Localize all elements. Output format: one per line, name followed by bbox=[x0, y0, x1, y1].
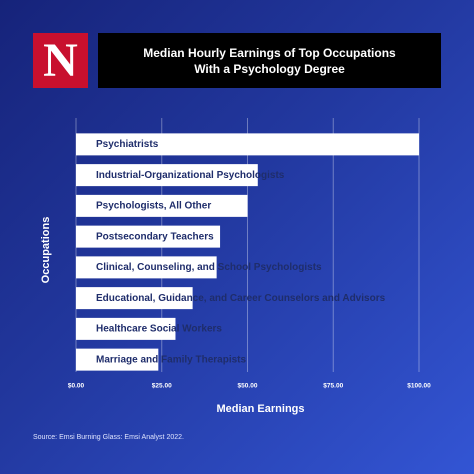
x-tick-label: $50.00 bbox=[238, 383, 258, 390]
bar bbox=[76, 287, 193, 310]
x-tick-label: $0.00 bbox=[68, 383, 85, 390]
chart-title: Median Hourly Earnings of Top Occupation… bbox=[98, 33, 441, 88]
bar bbox=[76, 317, 176, 340]
x-axis-label: Median Earnings bbox=[216, 403, 304, 415]
bar bbox=[76, 225, 221, 248]
x-tick-label: $75.00 bbox=[323, 383, 343, 390]
y-axis-label: Occupations bbox=[40, 217, 52, 284]
bar-label: Industrial-Organizational Psychologists bbox=[96, 170, 285, 181]
bar-label: Healthcare Social Workers bbox=[96, 324, 222, 335]
bar bbox=[76, 256, 217, 279]
bar bbox=[76, 194, 248, 217]
x-tick-label: $100.00 bbox=[407, 383, 431, 390]
bar-label: Postsecondary Teachers bbox=[96, 231, 214, 242]
bar bbox=[76, 164, 258, 187]
bar bbox=[76, 133, 419, 156]
bar bbox=[76, 348, 159, 371]
x-tick-label: $25.00 bbox=[152, 383, 172, 390]
bar-label: Marriage and Family Therapists bbox=[96, 354, 246, 365]
logo: N bbox=[33, 33, 88, 88]
bar-label: Psychologists, All Other bbox=[96, 201, 211, 212]
bar-label: Psychiatrists bbox=[96, 139, 159, 150]
source: Source: Emsi Burning Glass: Emsi Analyst… bbox=[33, 434, 184, 441]
bar-label: Educational, Guidance, and Career Counse… bbox=[96, 293, 386, 304]
bar-label: Clinical, Counseling, and School Psychol… bbox=[96, 262, 322, 273]
